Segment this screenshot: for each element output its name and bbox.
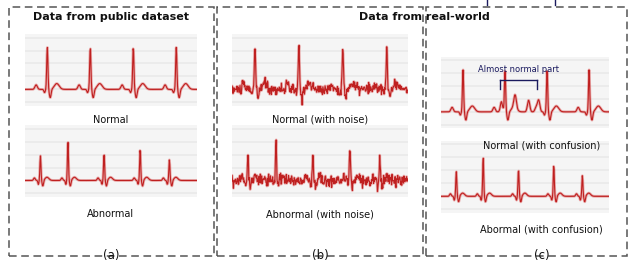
Text: Abormal (with confusion): Abormal (with confusion) (481, 225, 604, 235)
Text: Normal (with noise): Normal (with noise) (272, 115, 368, 125)
Text: (c): (c) (534, 249, 550, 262)
Text: (b): (b) (312, 249, 328, 262)
Text: Abnormal (with noise): Abnormal (with noise) (266, 209, 374, 219)
Text: Almost normal part: Almost normal part (478, 65, 559, 74)
Text: Normal (with confusion): Normal (with confusion) (483, 140, 600, 150)
Text: (a): (a) (102, 249, 119, 262)
Text: Normal: Normal (93, 115, 129, 125)
Text: Abnormal: Abnormal (88, 209, 134, 219)
Text: Data from real-world: Data from real-world (359, 12, 490, 22)
Text: Data from public dataset: Data from public dataset (33, 12, 189, 22)
